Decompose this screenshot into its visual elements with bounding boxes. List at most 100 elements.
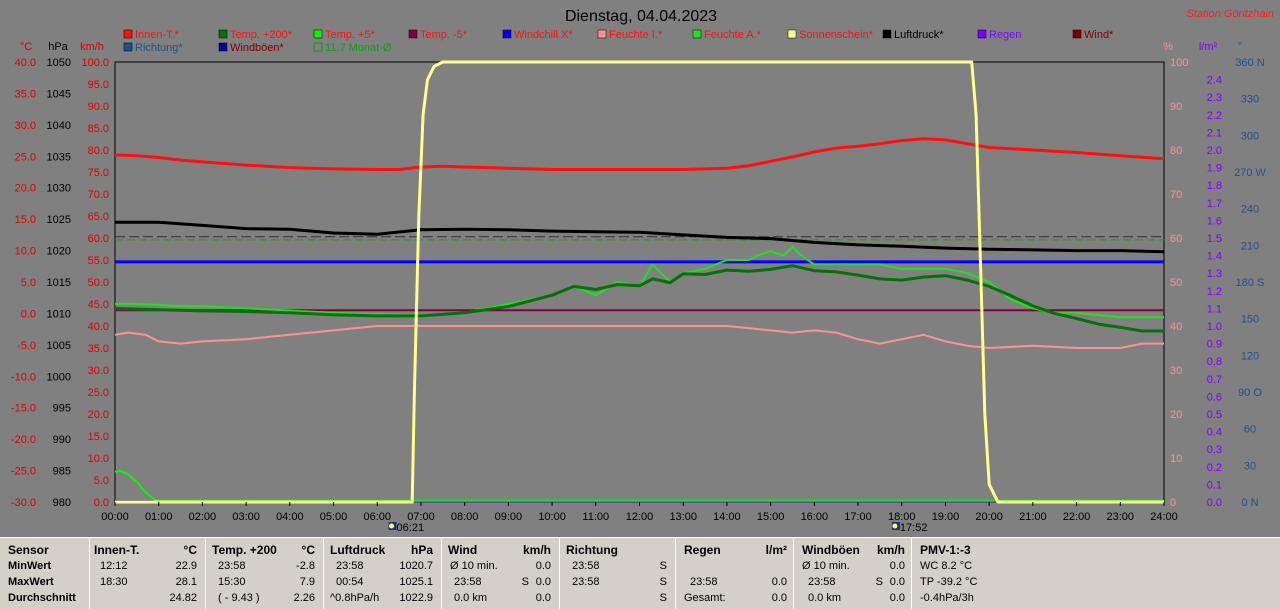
tick-label-wind: 20.0 xyxy=(88,409,109,421)
tick-label-rain: 1.8 xyxy=(1207,180,1222,192)
x-tick-label: 18:00 xyxy=(888,511,916,523)
tick-label-pressure: 1040 xyxy=(47,120,71,132)
legend-label: Feuchte I.* xyxy=(609,29,663,41)
tick-label-rain: 0.8 xyxy=(1207,356,1222,368)
tick-label-wind: 5.0 xyxy=(94,475,109,487)
tick-label-temp: 40.0 xyxy=(15,57,36,69)
legend-label: Temp. +200* xyxy=(230,29,293,41)
tick-label-temp: -30.0 xyxy=(11,497,36,509)
legend-item[interactable]: Temp. +5* xyxy=(313,29,376,41)
stats-temp200-column: Temp. +200 °C 23:58 -2.8 15:30 7.9 ( - 9… xyxy=(206,538,324,609)
tick-label-pressure: 1005 xyxy=(47,340,71,352)
legend-item[interactable]: Richtung* xyxy=(123,42,183,54)
legend-swatch xyxy=(692,29,702,39)
legend-item[interactable]: Temp. -5* xyxy=(408,29,468,41)
x-axis: 00:00 01:00 02:00 03:00 04:00 05:00 06:00 07:00… xyxy=(101,502,1178,523)
stats-innen-min-value: 22.9 xyxy=(175,560,197,572)
stats-luftdruck-trend: ^0.8hPa/h xyxy=(330,592,380,604)
legend-item[interactable]: Windböen* xyxy=(218,42,285,54)
tick-label-wind: 65.0 xyxy=(88,211,109,223)
x-tick-label: 07:00 xyxy=(407,511,435,523)
x-tick-label: 08:00 xyxy=(451,511,479,523)
x-tick-label: 15:00 xyxy=(757,511,785,523)
x-tick-label: 06:00 xyxy=(363,511,391,523)
tick-label-direction: 90 O xyxy=(1238,387,1262,399)
x-tick-label: 16:00 xyxy=(801,511,829,523)
legend-swatch xyxy=(123,42,133,52)
tick-label-wind: 100.0 xyxy=(81,57,109,69)
tick-label-temp: 5.0 xyxy=(21,277,36,289)
stats-pmv-column: PMV-1:-3 WC 8.2 °C TP -39.2 °C -0.4hPa/3… xyxy=(912,538,1280,609)
stats-windboen-max-dir: S xyxy=(875,576,883,588)
tick-label-temp: 0.0 xyxy=(21,308,36,320)
tick-label-pressure: 985 xyxy=(53,466,71,478)
legend-label: Regen xyxy=(989,29,1021,41)
series-line xyxy=(114,325,1164,349)
tick-label-rain: 1.2 xyxy=(1207,286,1222,298)
legend-swatch xyxy=(408,29,418,39)
x-tick-label: 14:00 xyxy=(713,511,741,523)
stats-wind-max-value: 0.0 xyxy=(535,576,551,588)
legend-item[interactable]: Luftdruck* xyxy=(882,29,944,41)
legend-swatch xyxy=(1072,29,1082,39)
x-tick-label: 20:00 xyxy=(975,511,1003,523)
plot-area xyxy=(114,60,1165,504)
stats-unit-luftdruck: hPa xyxy=(410,543,433,557)
stats-wind-distance: 0.0 km xyxy=(454,592,488,604)
x-tick-label: 13:00 xyxy=(669,511,697,523)
stats-luftdruck-min-value: 1020.7 xyxy=(399,560,433,572)
tick-label-wind: 90.0 xyxy=(88,101,109,113)
tick-label-rain: 2.1 xyxy=(1207,127,1222,139)
tick-label-wind: 55.0 xyxy=(88,255,109,267)
tick-label-humidity: 70 xyxy=(1170,189,1182,201)
tick-label-direction: 330 xyxy=(1241,94,1259,106)
legend-item[interactable]: Temp. +200* xyxy=(218,29,293,41)
legend-item[interactable]: Feuchte I.* xyxy=(597,29,663,41)
stats-sensor-column: Sensor MinWert MaxWert Durchschnitt xyxy=(0,538,90,609)
tick-label-humidity: 80 xyxy=(1170,145,1182,157)
tick-label-direction: 270 W xyxy=(1234,167,1266,179)
tick-label-pressure: 980 xyxy=(53,497,71,509)
axis-unit-humidity: % xyxy=(1163,41,1173,53)
legend-label: Innen-T.* xyxy=(135,29,180,41)
stats-luftdruck-column: Luftdruck hPa 23:58 1020.7 00:54 1025.1 … xyxy=(324,538,442,609)
tick-label-wind: 30.0 xyxy=(88,365,109,377)
tick-label-rain: 0.5 xyxy=(1207,409,1222,421)
stats-header-wind: Wind xyxy=(448,543,478,557)
stats-windboen-max-time: 23:58 xyxy=(808,576,836,588)
tick-label-pressure: 1030 xyxy=(47,183,71,195)
stats-header-windboen: Windböen xyxy=(802,543,860,557)
stats-innen-max-value: 28.1 xyxy=(175,576,197,588)
tick-label-wind: 70.0 xyxy=(88,189,109,201)
tick-label-humidity: 10 xyxy=(1170,453,1182,465)
tick-label-wind: 80.0 xyxy=(88,145,109,157)
legend-item[interactable]: Feuchte A.* xyxy=(692,29,762,41)
stats-regen-max-value: 0.0 xyxy=(771,576,787,588)
stats-regen-column: Regen l/m² 23:58 0.0 Gesamt: 0.0 xyxy=(676,538,794,609)
legend-item[interactable]: Regen xyxy=(977,29,1021,41)
x-tick-label: 03:00 xyxy=(232,511,260,523)
legend-item[interactable]: Innen-T.* xyxy=(123,29,180,41)
x-tick-label: 01:00 xyxy=(145,511,173,523)
tick-label-temp: -10.0 xyxy=(11,371,36,383)
tick-label-direction: 60 xyxy=(1244,424,1256,436)
stats-regen-total-label: Gesamt: xyxy=(684,592,726,604)
legend-item[interactable]: Windchill X* xyxy=(502,29,573,41)
tick-label-rain: 1.7 xyxy=(1207,198,1222,210)
tick-label-pressure: 1010 xyxy=(47,308,71,320)
tick-label-wind: 75.0 xyxy=(88,167,109,179)
x-tick-label: 19:00 xyxy=(932,511,960,523)
legend-item[interactable]: 11.7 Monat-Ø xyxy=(313,42,392,54)
legend-item[interactable]: Wind* xyxy=(1072,29,1114,41)
x-tick-label: 24:00 xyxy=(1150,511,1178,523)
legend-label: Temp. +5* xyxy=(325,29,376,41)
tick-label-rain: 0.2 xyxy=(1207,462,1222,474)
stats-luftdruck-max-value: 1025.1 xyxy=(399,576,433,588)
stats-unit-innen: °C xyxy=(183,543,197,557)
stats-richtung-min-value: S xyxy=(659,560,667,572)
legend-item[interactable]: Sonnenschein* xyxy=(787,29,874,41)
tick-label-temp: 15.0 xyxy=(15,214,36,226)
tick-label-wind: 10.0 xyxy=(88,453,109,465)
tick-label-wind: 25.0 xyxy=(88,387,109,399)
tick-label-direction: 120 xyxy=(1241,350,1259,362)
